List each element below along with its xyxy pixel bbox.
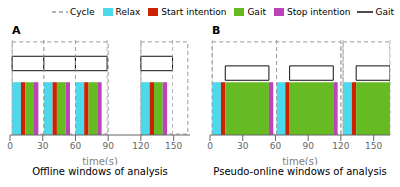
html-text:A: A	[12, 24, 21, 37]
html-text:Stop intention: Stop intention	[286, 7, 351, 17]
svg-text:90: 90	[102, 141, 114, 151]
html-text:Cycle: Cycle	[70, 7, 95, 17]
svg-text:60: 60	[270, 141, 282, 151]
svg-text:150: 150	[365, 141, 382, 151]
html-text:Offline windows of analysis: Offline windows of analysis	[32, 166, 168, 177]
svg-text:time(s): time(s)	[82, 156, 118, 165]
svg-text:0: 0	[8, 141, 13, 151]
html-text:B: B	[212, 24, 221, 37]
html-text:Start intention: Start intention	[161, 7, 227, 17]
html-text:Gait: Gait	[375, 7, 394, 17]
svg-text:time(s): time(s)	[282, 156, 318, 165]
html-text:Pseudo-online windows of analy: Pseudo-online windows of analysis	[213, 166, 387, 177]
html-text:Relax: Relax	[115, 7, 141, 17]
svg-text:0: 0	[207, 141, 213, 151]
svg-text:120: 120	[132, 141, 149, 151]
svg-text:90: 90	[302, 141, 314, 151]
svg-text:120: 120	[332, 141, 349, 151]
svg-text:30: 30	[237, 141, 249, 151]
html-text:Gait: Gait	[247, 7, 266, 17]
svg-text:60: 60	[70, 141, 82, 151]
svg-text:30: 30	[37, 141, 49, 151]
svg-text:150: 150	[165, 141, 182, 151]
